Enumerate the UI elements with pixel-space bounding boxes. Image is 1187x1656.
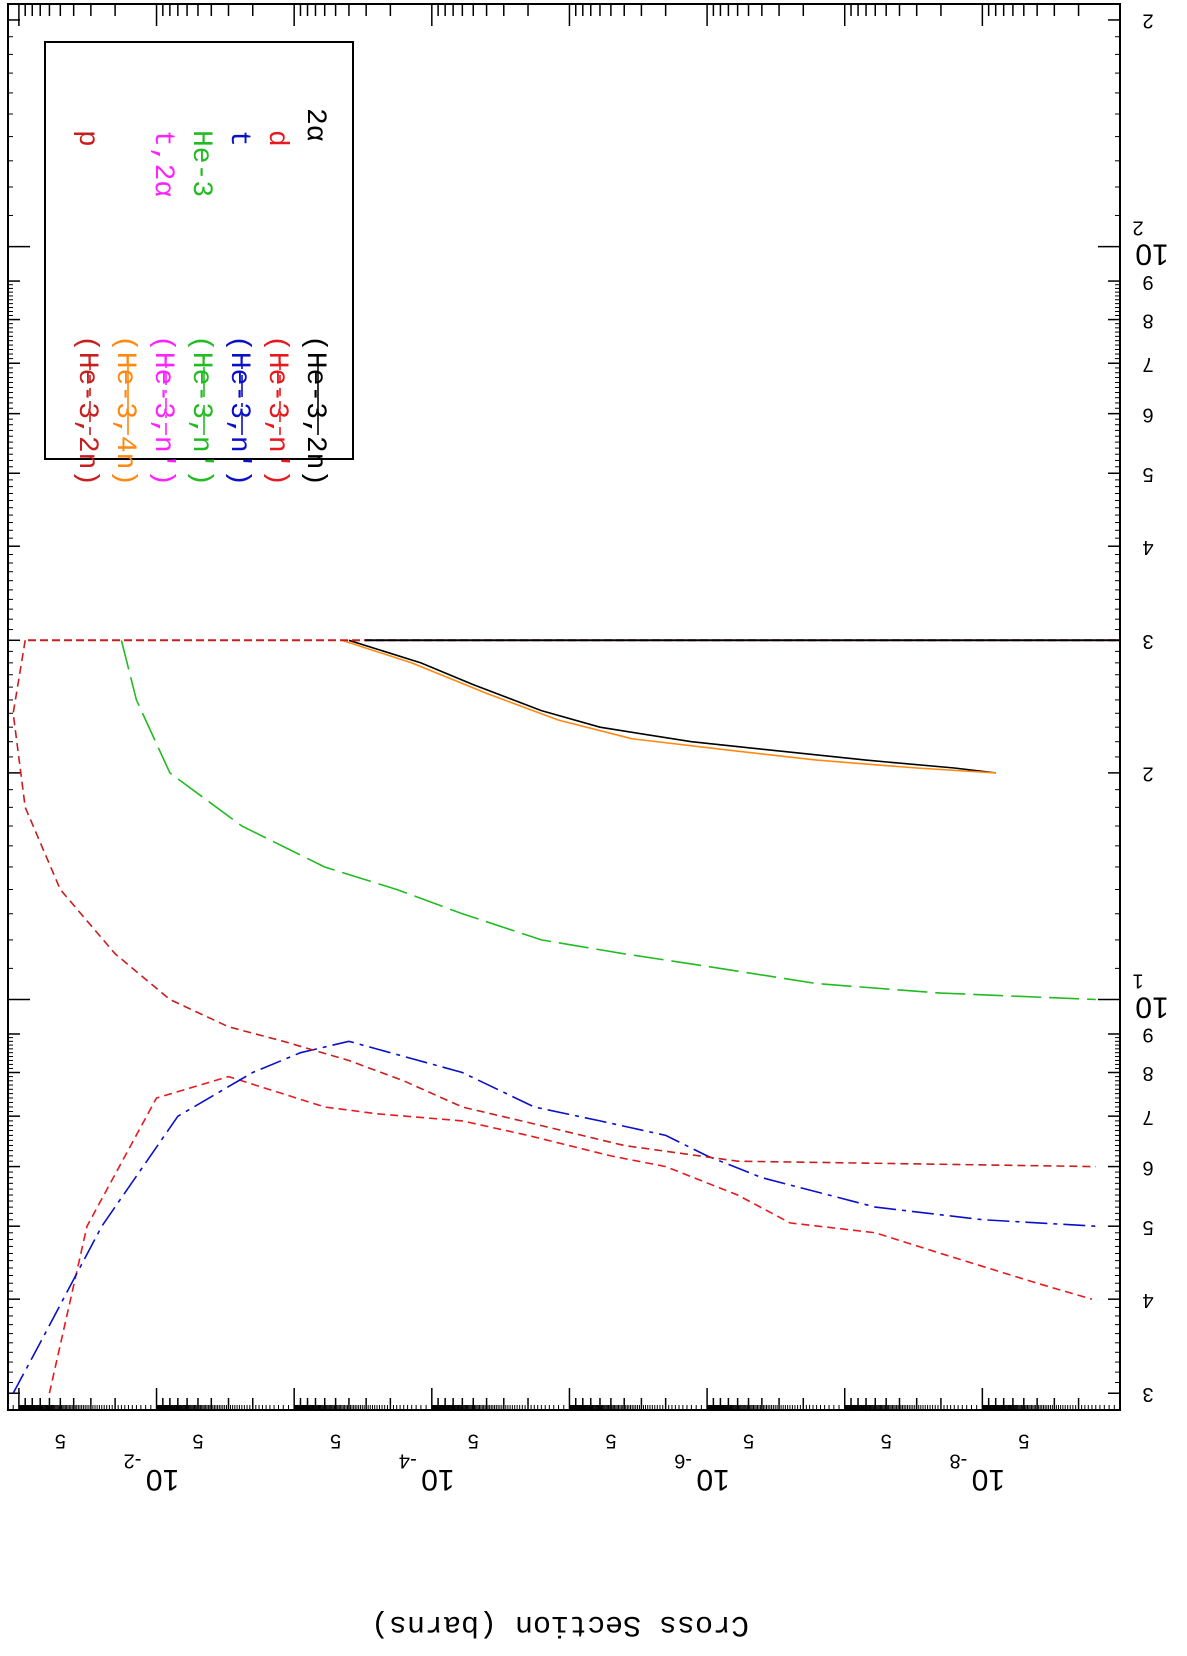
x-major-tick-label: 10 bbox=[1135, 238, 1168, 271]
x-tick-label: 3 bbox=[1142, 1383, 1153, 1405]
x-tick-label: 5 bbox=[1142, 1216, 1153, 1238]
legend-reaction: (He-3,n') bbox=[147, 335, 178, 486]
series-line-3 bbox=[120, 640, 1096, 1001]
y-tick-label: 5 bbox=[468, 1430, 479, 1452]
x-tick-label: 6 bbox=[1142, 403, 1153, 425]
y-major-tick-label: 10 bbox=[146, 1463, 179, 1496]
y-major-tick-exponent: -4 bbox=[399, 1450, 417, 1472]
x-major-tick-label: 10 bbox=[1135, 991, 1168, 1024]
x-tick-label: 4 bbox=[1142, 1289, 1153, 1311]
y-major-tick-exponent: -2 bbox=[124, 1450, 142, 1472]
x-tick-label: 5 bbox=[1142, 463, 1153, 485]
y-tick-label: 5 bbox=[192, 1430, 203, 1452]
y-tick-label: 5 bbox=[743, 1430, 754, 1452]
x-tick-label: 6 bbox=[1142, 1156, 1153, 1178]
y-major-tick-label: 10 bbox=[696, 1463, 729, 1496]
legend-box bbox=[44, 41, 354, 460]
legend-product: p bbox=[71, 130, 102, 147]
legend-reaction: (He-3,n') bbox=[185, 335, 216, 486]
x-tick-label: 8 bbox=[1142, 1062, 1153, 1084]
y-tick-label: 5 bbox=[330, 1430, 341, 1452]
legend-product: t bbox=[223, 130, 254, 147]
legend-product: t,2α bbox=[147, 130, 178, 197]
x-tick-label: 9 bbox=[1142, 271, 1153, 293]
y-tick-label: 5 bbox=[55, 1430, 66, 1452]
y-tick-label: 5 bbox=[605, 1430, 616, 1452]
series-line-1 bbox=[48, 1075, 1093, 1394]
legend-product: d bbox=[261, 130, 292, 147]
x-tick-label: 9 bbox=[1142, 1024, 1153, 1046]
x-tick-label: 2 bbox=[1142, 10, 1153, 32]
y-tick-label: 5 bbox=[881, 1430, 892, 1452]
x-tick-label: 7 bbox=[1142, 353, 1153, 375]
legend-reaction: (He-3,n') bbox=[261, 335, 292, 486]
x-tick-label: 2 bbox=[1142, 763, 1153, 785]
y-major-tick-exponent: -8 bbox=[949, 1450, 967, 1472]
y-major-tick-exponent: -6 bbox=[674, 1450, 692, 1472]
series-line-6 bbox=[12, 640, 1096, 1168]
series-line-2 bbox=[12, 1040, 1096, 1394]
series-line-5 bbox=[341, 639, 996, 774]
y-major-tick-label: 10 bbox=[972, 1463, 1005, 1496]
x-tick-label: 8 bbox=[1142, 309, 1153, 331]
x-tick-label: 7 bbox=[1142, 1106, 1153, 1128]
x-tick-label: 3 bbox=[1142, 630, 1153, 652]
y-tick-label: 5 bbox=[1018, 1430, 1029, 1452]
y-major-tick-label: 10 bbox=[421, 1463, 454, 1496]
series-line-0 bbox=[348, 639, 996, 774]
legend-reaction: (He-3,4n) bbox=[109, 335, 140, 486]
legend-reaction: (He-3,2n) bbox=[71, 335, 102, 486]
x-major-tick-exponent: 1 bbox=[1132, 969, 1143, 991]
legend-reaction: (He-3,n') bbox=[223, 335, 254, 486]
legend-product: He-3 bbox=[185, 130, 216, 197]
y-axis-title: Cross Section (barns) bbox=[371, 1607, 749, 1641]
legend-reaction: (He-3,2n) bbox=[299, 335, 330, 486]
x-tick-label: 4 bbox=[1142, 536, 1153, 558]
x-major-tick-exponent: 2 bbox=[1132, 216, 1143, 238]
legend-product: 2α bbox=[299, 108, 330, 142]
